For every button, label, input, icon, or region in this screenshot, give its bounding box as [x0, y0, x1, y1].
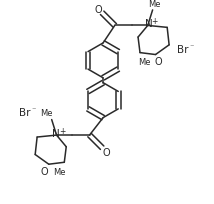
- Text: +: +: [59, 126, 65, 135]
- Text: N: N: [52, 129, 59, 139]
- Text: ⁻: ⁻: [189, 42, 194, 51]
- Text: +: +: [151, 17, 158, 26]
- Text: O: O: [94, 5, 102, 15]
- Text: Me: Me: [41, 109, 53, 118]
- Text: Br: Br: [177, 44, 189, 54]
- Text: O: O: [40, 166, 48, 176]
- Text: Me: Me: [53, 167, 66, 176]
- Text: N: N: [145, 19, 153, 29]
- Text: ⁻: ⁻: [31, 105, 36, 114]
- Text: Me: Me: [139, 58, 151, 67]
- Text: O: O: [155, 57, 162, 67]
- Text: O: O: [102, 147, 110, 157]
- Text: Br: Br: [19, 107, 30, 117]
- Text: Me: Me: [148, 0, 161, 9]
